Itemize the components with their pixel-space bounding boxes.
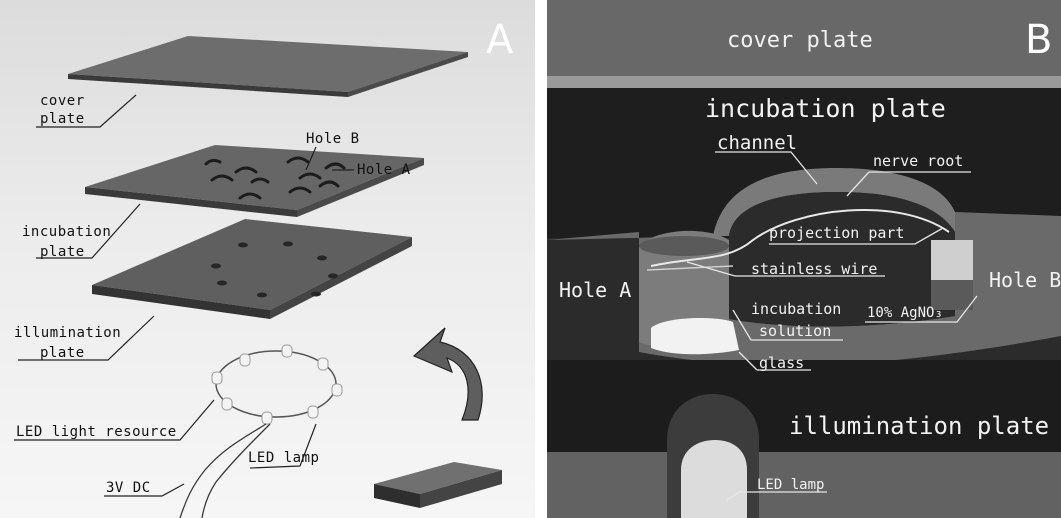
label-cover-line1: cover [40,93,85,109]
label-channel: channel [717,132,798,154]
nerve-root-line [650,209,950,267]
label-illumination-plate-b: illumination plate [789,412,1050,440]
label-projection-part: projection part [769,224,905,242]
label-3v-dc: 3V DC [106,480,151,496]
label-incubation-line2: plate [40,244,85,260]
label-incubation-solution-line2: solution [759,322,832,340]
label-incubation-line1: incubation [22,224,112,240]
label-glass: glass [759,354,805,372]
leader-lines-b [686,151,978,501]
panel-b-cross-section: cover plate B incubation plate channel n… [547,0,1061,518]
label-stainless-wire: stainless wire [751,260,878,278]
label-incubation-solution-line1: incubation [751,300,842,318]
illumination-plate-band [547,452,1061,518]
power-wires [179,423,271,518]
label-cover-line2: plate [40,111,85,127]
panel-letter-a: A [486,17,514,63]
cover-plate-layer [68,36,468,97]
panel-a-exploded-view: A cover plate Hole B Hole A incubation p… [0,0,535,518]
label-led-lamp-b: LED lamp [757,477,825,493]
label-illumination-line1: illumination [14,325,122,341]
assembled-device [374,462,502,508]
panel-b-drawing [547,0,1061,518]
label-cover-plate-b: cover plate [727,28,873,53]
label-hole-a: Hole A [357,162,411,178]
leader-lines [14,94,354,497]
label-hole-b: Hole B [306,131,360,147]
label-silver-nitrate: 10% AgNO₃ [867,305,943,321]
label-led-light-resource: LED light resource [16,424,177,440]
label-illumination-line2: plate [40,345,85,361]
led-holes [211,241,338,298]
label-nerve-root: nerve root [873,152,964,170]
label-led-lamp: LED lamp [248,450,320,466]
channel-arch [713,168,955,236]
projection-part-block [931,240,973,280]
panel-letter-b: B [1025,17,1053,63]
illumination-plate-layer [92,219,412,319]
label-hole-a-b: Hole A [559,278,632,302]
glass-slab [651,318,739,355]
stainless-wire-line [646,265,734,271]
led-ring [211,344,343,425]
hole-pairs [204,156,346,200]
panel-a-drawing [14,36,502,518]
label-incubation-plate-b: incubation plate [705,94,946,123]
label-hole-b-b: Hole B [989,268,1061,292]
incubation-plate-layer [85,145,424,217]
assembly-arrow [412,327,483,421]
cover-plate-band [547,0,1061,78]
